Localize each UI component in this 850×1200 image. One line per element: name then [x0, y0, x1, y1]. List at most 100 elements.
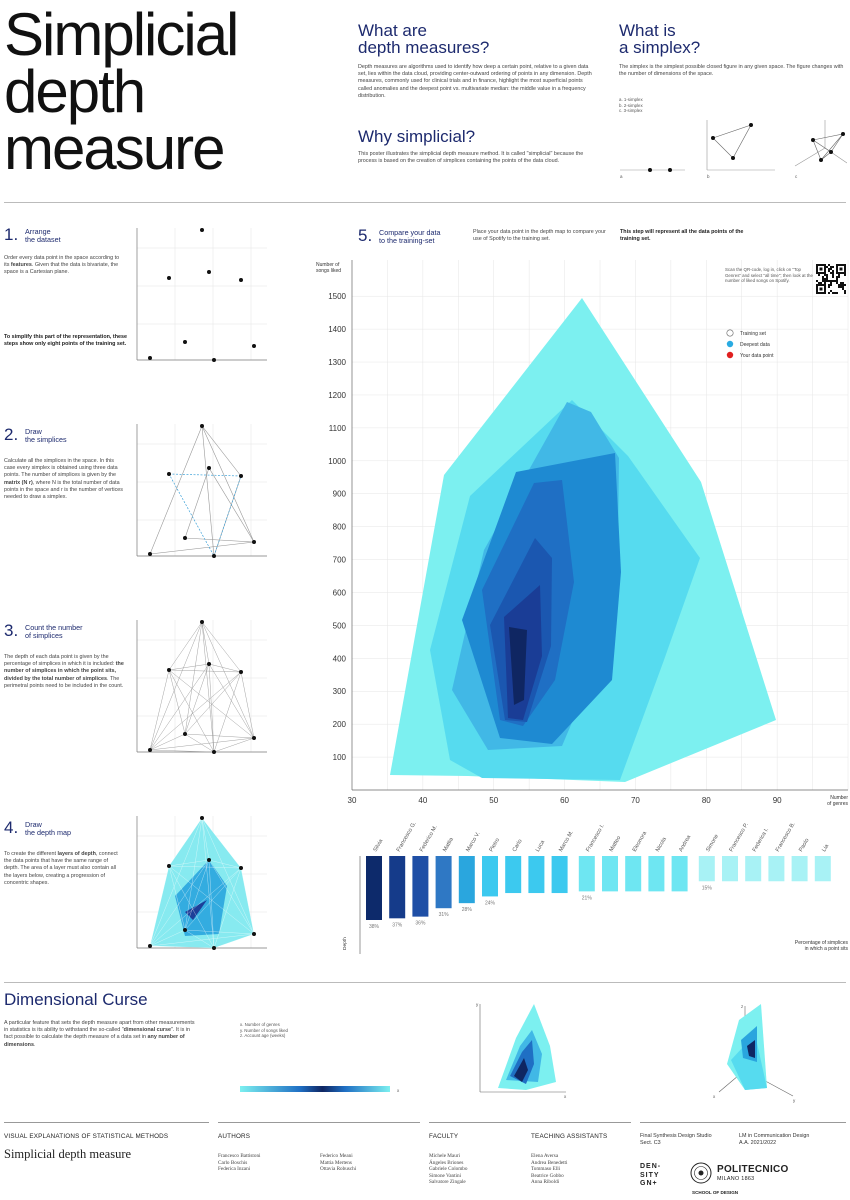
- legend-swatch-deepest: [726, 340, 734, 348]
- project-title: Simplicial depth measure: [4, 1147, 132, 1161]
- bar-category-label: Matteo: [609, 835, 623, 853]
- density-logo-line: GN+: [640, 1180, 658, 1187]
- y-tick-label: 400: [333, 654, 347, 663]
- bar: [528, 856, 545, 894]
- simplex-legend-item: b. 2-simplex: [619, 102, 643, 108]
- bar: [745, 856, 762, 882]
- y-tick-label: 1200: [328, 391, 346, 400]
- bar-legend-line: Percentage of simplices: [795, 940, 849, 946]
- faculty-name: Michele Mauri: [429, 1153, 460, 1159]
- ta-name: Tommaso Elli: [531, 1166, 561, 1173]
- title-line: Simplicial: [4, 1, 239, 68]
- step-number: 1.: [4, 225, 19, 244]
- legend-label: Deepest data: [740, 342, 770, 348]
- what-simplex-body: The simplex is the simplest possible clo…: [619, 64, 844, 78]
- step-2: 2. Draw the simplices Calculate all the …: [4, 425, 129, 558]
- step-4: 4. Draw the depth map To create the diff…: [4, 818, 129, 951]
- bar: [435, 856, 452, 909]
- studio-info: Final Synthesis Design Studio Sect. C3: [640, 1133, 712, 1147]
- bar: [768, 856, 785, 882]
- bar-category-label: Nicola: [655, 836, 668, 853]
- bar-category-label: Francesco I.: [585, 823, 606, 853]
- authors-list: Francesco Battistoni Carlo Boschis Feder…: [218, 1153, 261, 1173]
- step-title: Draw the simplices: [25, 428, 67, 444]
- bar-legend-line: in which a point sits: [805, 946, 849, 952]
- faculty-name: Salvatore Zingale: [429, 1179, 466, 1186]
- ta-name: Anna Riboldi: [531, 1179, 560, 1186]
- ta-name: Elena Aversa: [531, 1153, 559, 1159]
- x-tick-label: 90: [773, 796, 782, 805]
- step-title-line: Arrange: [25, 227, 51, 236]
- density-logo-line: DEN-: [640, 1163, 662, 1170]
- step-number: 3.: [4, 621, 19, 640]
- bar: [671, 856, 688, 892]
- y-tick-label: 300: [333, 687, 347, 696]
- what-simplex-section: What is a simplex? The simplex is the si…: [619, 22, 847, 78]
- authors-list: Federico Meani Mattia Mertens Ottavia Ro…: [320, 1153, 356, 1173]
- step-title: Arrange the dataset: [25, 228, 61, 244]
- simplex-legend-item: a. 1-simplex: [619, 97, 643, 102]
- y-tick-label: 1000: [328, 457, 346, 466]
- degree-line: A.A. 2021/2022: [739, 1140, 777, 1146]
- step-3: 3. Count the number of simplices The dep…: [4, 621, 129, 754]
- step-note: To simplify this part of the representat…: [4, 334, 128, 348]
- qr-code-icon[interactable]: [816, 264, 846, 294]
- faculty-heading: FACULTY: [429, 1133, 459, 1140]
- step-1-scatter: [136, 228, 267, 362]
- bar: [551, 856, 568, 894]
- bar: [625, 856, 642, 892]
- dimension-3d-plot: z x y: [713, 1004, 796, 1103]
- studio-line: Sect. C3: [640, 1140, 661, 1146]
- footer-rule: [640, 1122, 846, 1123]
- axis-letter: y: [793, 1098, 796, 1103]
- authors-heading: AUTHORS: [218, 1133, 251, 1140]
- step-title-line: the dataset: [25, 235, 61, 244]
- bar: [602, 856, 618, 892]
- degree-line: LM in Communication Design: [739, 1133, 810, 1139]
- what-depth-body: Depth measures are algorithms used to id…: [358, 64, 592, 99]
- heading-line: a simplex?: [619, 38, 701, 57]
- faculty-name: Gabriele Colombo: [429, 1166, 468, 1173]
- simplex-label-b: b: [707, 174, 710, 179]
- bar: [458, 856, 475, 904]
- simplex-3-diagram: [794, 120, 847, 167]
- polimi-logo-sub: MILANO 1863: [717, 1176, 755, 1182]
- bar-category-label: Francesco P.: [729, 822, 751, 853]
- bar-category-label: Andrea: [678, 834, 693, 853]
- author-name: Carlo Boschis: [218, 1159, 248, 1166]
- step-4-depth-map: [136, 816, 267, 950]
- bar-category-label: Pietro: [489, 837, 502, 853]
- y-tick-label: 900: [333, 490, 347, 499]
- what-simplex-heading: What is a simplex?: [619, 22, 847, 56]
- faculty-name: Ángeles Briones: [429, 1159, 464, 1166]
- y-tick-label: 600: [333, 588, 347, 597]
- step-title-line: Compare your data: [379, 228, 441, 237]
- y-axis-label-line: songs liked: [316, 268, 341, 274]
- heading-line: depth measures?: [358, 38, 490, 57]
- x-axis-label-line: Number: [830, 795, 848, 801]
- dimension-2d-plot: y x: [476, 1002, 567, 1099]
- bar-category-label: Luca: [535, 839, 547, 853]
- divider: [4, 202, 846, 203]
- axis-legend-item: y. Number of songs liked: [240, 1027, 288, 1033]
- bar: [722, 856, 738, 882]
- bar-value-label: 36%: [415, 921, 426, 927]
- step-number: 2.: [4, 425, 19, 444]
- axis-legend-item: x. Number of genres: [240, 1022, 280, 1027]
- bar-value-label: 37%: [392, 922, 403, 928]
- bar-value-label: 21%: [582, 895, 593, 901]
- legend-swatch-training: [726, 329, 734, 337]
- polimi-seal-icon: [690, 1162, 712, 1184]
- bar-category-label: Marco M.: [558, 829, 575, 853]
- bar-category-label: Paolo: [798, 838, 810, 853]
- bar: [648, 856, 665, 892]
- ta-heading: TEACHING ASSISTANTS: [531, 1133, 608, 1140]
- course-title: VISUAL EXPLANATIONS OF STATISTICAL METHO…: [4, 1133, 169, 1140]
- step-title: Draw the depth map: [25, 821, 71, 837]
- legend-label: Your data point: [740, 353, 774, 359]
- simplex-label-a: a: [620, 174, 623, 179]
- step-title-line: of simplices: [25, 631, 63, 640]
- step-number: 4.: [4, 818, 19, 837]
- bar: [578, 856, 595, 892]
- bar: [814, 856, 831, 882]
